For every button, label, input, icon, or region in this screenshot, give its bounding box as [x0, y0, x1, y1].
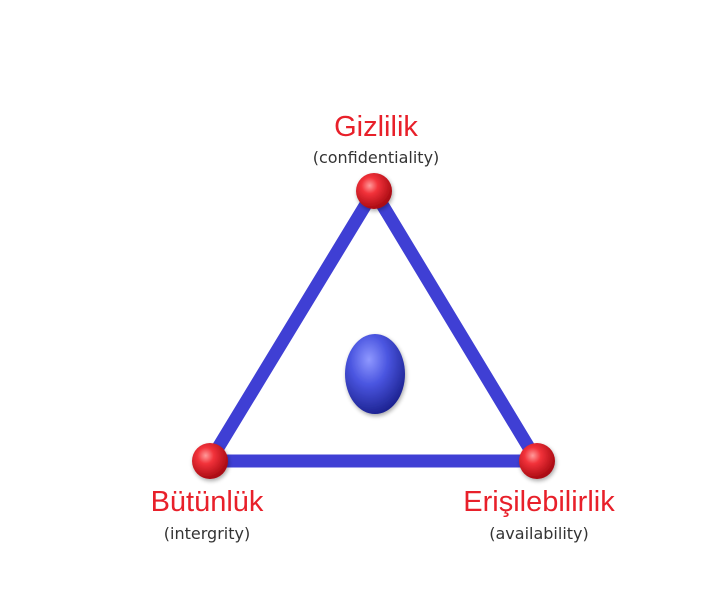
- triangle-edges: [203, 184, 544, 468]
- vertex-top-sphere: [356, 173, 392, 209]
- edge-top-left: [203, 184, 381, 468]
- vertex-right-label: Erişilebilirlik: [463, 486, 615, 518]
- center-ellipse: [345, 334, 405, 414]
- vertex-left-sphere: [192, 443, 228, 479]
- vertex-top-label: Gizlilik: [334, 111, 418, 143]
- vertex-left-label: Bütünlük: [150, 486, 264, 518]
- vertex-right-sphere: [519, 443, 555, 479]
- vertex-left-sublabel: (intergrity): [163, 524, 251, 543]
- edge-top-right: [367, 184, 544, 468]
- vertex-right-sublabel: (availability): [489, 524, 589, 543]
- vertex-top-sublabel: (confidentiality): [312, 148, 440, 167]
